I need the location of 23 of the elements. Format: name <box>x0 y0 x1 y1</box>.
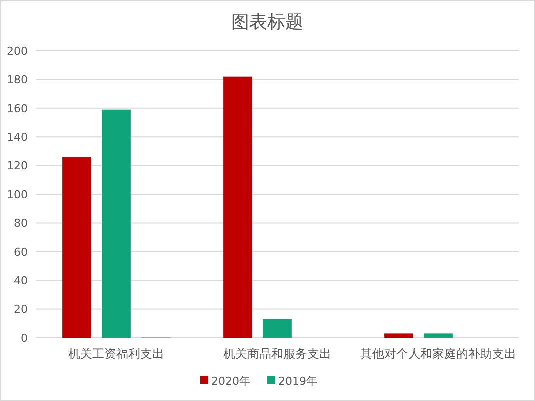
bar <box>263 319 292 338</box>
y-tick-label: 120 <box>7 160 28 173</box>
bar <box>384 334 414 338</box>
x-tick-label: 机关商品和服务支出 <box>224 347 332 361</box>
x-tick-label: 其他对个人和家庭的补助支出 <box>360 347 516 361</box>
y-tick-label: 200 <box>7 44 28 58</box>
bar <box>224 76 252 338</box>
bar <box>62 157 92 338</box>
y-tick-label: 60 <box>14 246 28 259</box>
x-tick-label: 机关工资福利支出 <box>68 347 164 361</box>
bar <box>102 110 131 338</box>
y-tick-label: 0 <box>21 332 28 345</box>
y-tick-label: 160 <box>7 102 28 116</box>
y-tick-label: 20 <box>14 303 28 316</box>
y-tick-label: 140 <box>7 130 28 144</box>
y-tick-label: 100 <box>7 188 28 202</box>
legend-label: 2020年 <box>212 374 250 388</box>
y-tick-label: 40 <box>14 274 28 288</box>
y-tick-label: 80 <box>14 217 28 230</box>
y-tick-label: 180 <box>7 74 28 87</box>
legend-label: 2019年 <box>278 374 318 388</box>
chart-title: 图表标题 <box>232 12 304 33</box>
bar <box>424 334 453 338</box>
